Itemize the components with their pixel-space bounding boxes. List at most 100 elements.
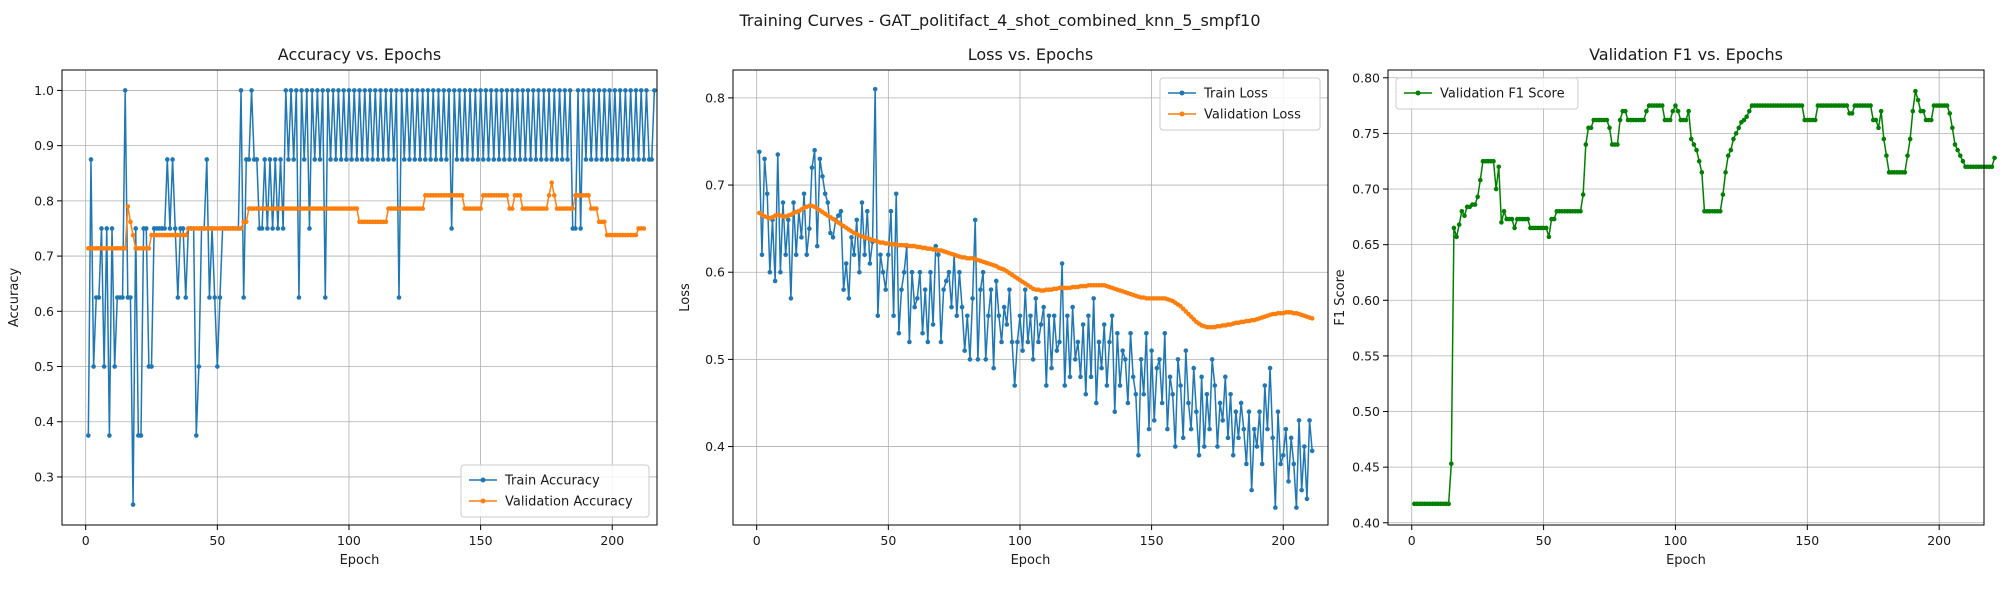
data-point <box>1736 125 1742 131</box>
data-point <box>804 252 810 258</box>
data-point <box>101 364 107 369</box>
data-point <box>1067 374 1073 380</box>
data-point <box>1065 313 1070 319</box>
data-point <box>1955 147 1960 153</box>
data-point <box>1525 216 1531 222</box>
data-point <box>896 330 902 336</box>
data-point <box>183 295 189 300</box>
data-point <box>307 226 312 231</box>
data-point <box>588 157 594 162</box>
data-point <box>528 157 533 162</box>
data-point <box>1275 409 1281 414</box>
data-point <box>1101 322 1107 327</box>
data-point <box>1012 383 1017 388</box>
data-point <box>183 232 189 238</box>
data-point <box>541 88 547 93</box>
data-point <box>909 269 915 275</box>
data-point <box>1057 339 1062 345</box>
data-point <box>254 157 260 162</box>
legend-marker <box>1179 111 1185 117</box>
data-point <box>436 88 441 93</box>
legend-label: Validation F1 Score <box>1440 87 1565 102</box>
data-point <box>517 193 523 198</box>
data-point <box>759 252 765 258</box>
data-point <box>1744 114 1749 120</box>
data-point <box>433 157 439 162</box>
series-1 <box>757 86 1315 510</box>
data-point <box>217 295 223 300</box>
data-point <box>459 157 465 162</box>
data-point <box>1044 383 1049 388</box>
data-point <box>265 226 270 231</box>
data-point <box>549 157 554 162</box>
data-point <box>512 157 518 162</box>
data-point <box>875 313 881 319</box>
data-point <box>949 304 954 310</box>
data-point <box>122 246 128 251</box>
data-point <box>772 278 778 284</box>
data-point <box>602 219 607 225</box>
data-point <box>1302 444 1307 449</box>
data-point <box>1062 383 1068 388</box>
data-point <box>428 157 433 162</box>
data-point <box>762 156 767 162</box>
y-tick-label: 0.4 <box>705 439 725 454</box>
data-point <box>1928 117 1934 123</box>
data-point <box>1122 357 1128 362</box>
data-point <box>1078 374 1083 380</box>
data-point <box>133 226 139 231</box>
data-point <box>1849 111 1855 116</box>
data-point <box>625 157 631 162</box>
data-point <box>649 157 655 162</box>
data-point <box>633 88 639 93</box>
data-point <box>783 252 788 258</box>
data-point <box>1054 348 1060 353</box>
data-point <box>122 88 128 93</box>
data-point <box>128 295 133 300</box>
data-point <box>1472 202 1478 207</box>
data-point <box>1731 136 1736 142</box>
data-point <box>867 261 873 266</box>
x-tick-label: 100 <box>1664 533 1688 548</box>
data-point <box>1188 426 1194 432</box>
data-point <box>1604 117 1610 123</box>
data-point <box>438 157 444 162</box>
data-point <box>1173 444 1178 449</box>
data-point <box>1180 435 1186 441</box>
series-line <box>1414 90 1996 505</box>
data-point <box>1670 108 1676 114</box>
data-point <box>1009 339 1015 345</box>
data-point <box>383 88 389 93</box>
chart-title: Validation F1 vs. Epochs <box>1589 45 1783 64</box>
x-tick-label: 50 <box>209 533 225 548</box>
data-point <box>1741 117 1747 123</box>
data-point <box>1109 313 1115 319</box>
data-point <box>315 88 320 93</box>
data-point <box>1183 348 1189 353</box>
data-point <box>536 88 541 93</box>
data-point <box>504 88 510 93</box>
data-point <box>338 157 344 162</box>
data-point <box>354 157 360 162</box>
data-point <box>138 433 144 438</box>
data-point <box>602 88 607 93</box>
data-point <box>954 313 960 319</box>
data-point <box>1947 111 1953 116</box>
data-point <box>1580 192 1586 197</box>
data-point <box>491 157 497 162</box>
data-point <box>1696 158 1702 164</box>
data-point <box>1881 136 1887 142</box>
data-point <box>962 348 967 353</box>
data-point <box>444 157 449 162</box>
data-point <box>394 88 399 93</box>
data-point <box>546 193 552 198</box>
data-point <box>799 235 804 240</box>
legend-label: Train Loss <box>1203 87 1268 102</box>
data-point <box>851 252 857 258</box>
data-point <box>325 88 331 93</box>
data-point <box>1309 448 1315 454</box>
data-point <box>1733 131 1739 136</box>
data-point <box>517 157 523 162</box>
data-point <box>272 157 278 162</box>
data-point <box>333 157 339 162</box>
